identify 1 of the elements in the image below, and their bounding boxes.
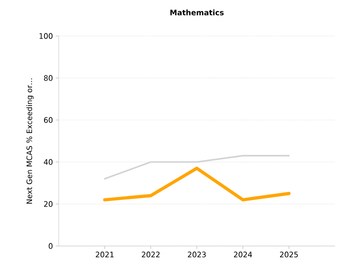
- line-series: [103, 166, 291, 202]
